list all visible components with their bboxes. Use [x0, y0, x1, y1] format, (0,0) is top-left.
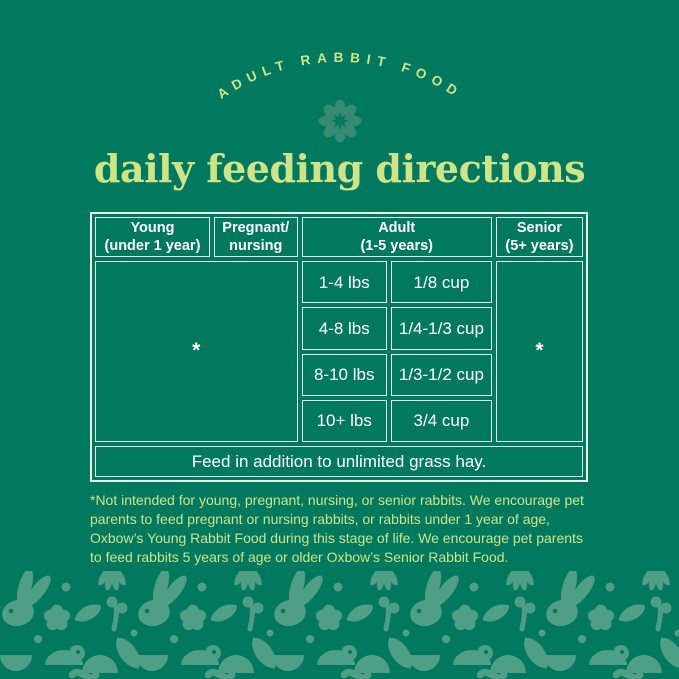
adult-weight-cell-0: 1-4 lbs: [301, 261, 387, 304]
adult-weight-cell-3: 10+ lbs: [301, 399, 387, 442]
arc-title-text: ADULT RABBIT FOOD: [215, 50, 459, 102]
header-pregnant-line2: nursing: [229, 238, 283, 254]
flower-rosette-icon: [318, 99, 362, 143]
adult-weight-cell-1: 4-8 lbs: [301, 307, 387, 350]
svg-text:ADULT RABBIT FOOD: ADULT RABBIT FOOD: [215, 50, 466, 102]
header-adult-line2: (1-5 years): [360, 238, 433, 254]
header-adult-line1: Adult: [378, 219, 416, 236]
rabbit-flora-pattern: [0, 571, 679, 679]
adult-weight-cell-2: 8-10 lbs: [301, 353, 387, 396]
adult-amount-cell-3: 3/4 cup: [390, 399, 492, 442]
header-young-line2: (under 1 year): [104, 238, 201, 254]
header-senior-line2: (5+ years): [505, 238, 574, 254]
page-title: daily feeding directions: [93, 146, 586, 191]
header-pregnant-line1: Pregnant/: [222, 219, 290, 236]
header-young-line1: Young: [130, 219, 175, 236]
feeding-table: Young (under 1 year) Pregnant/ nursing A…: [90, 212, 588, 482]
header-cell-pregnant: Pregnant/ nursing: [213, 217, 298, 257]
hay-note-cell: Feed in addition to unlimited grass hay.: [95, 446, 583, 477]
adult-amount-cell-1: 1/4-1/3 cup: [390, 307, 492, 350]
header-cell-young: Young (under 1 year): [95, 217, 210, 257]
senior-asterisk-cell: *: [495, 261, 583, 442]
footnote: *Not intended for young, pregnant, nursi…: [90, 492, 584, 565]
adult-amount-cell-0: 1/8 cup: [390, 261, 492, 304]
adult-amount-cell-2: 1/3-1/2 cup: [390, 353, 492, 396]
header-cell-senior: Senior (5+ years): [495, 217, 583, 257]
young-pregnant-asterisk-cell: *: [95, 261, 298, 442]
header-senior-line1: Senior: [516, 219, 562, 236]
star-cutout: [331, 112, 349, 130]
arc-title: ADULT RABBIT FOOD: [215, 50, 466, 102]
header-cell-adult: Adult (1-5 years): [301, 217, 492, 257]
